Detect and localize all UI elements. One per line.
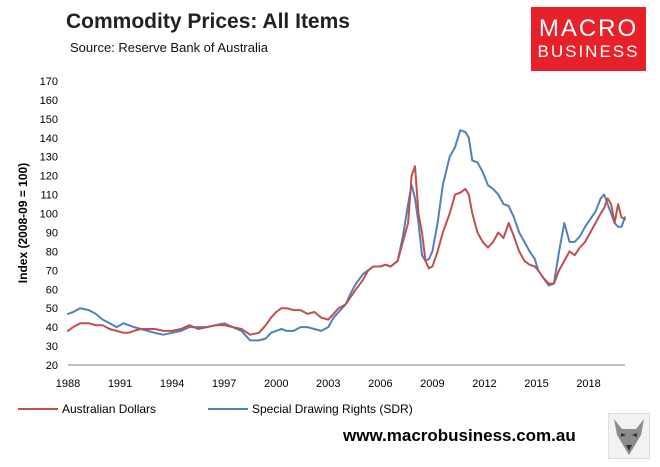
y-tick-label: 20 xyxy=(46,360,58,372)
y-tick-label: 120 xyxy=(40,171,58,183)
y-tick-label: 80 xyxy=(46,246,58,258)
y-tick-label: 130 xyxy=(40,152,58,164)
y-tick-label: 50 xyxy=(46,303,58,315)
x-tick-label: 2003 xyxy=(316,378,340,390)
y-tick-label: 170 xyxy=(40,76,58,88)
macrobusiness-logo: MACRO BUSINESS xyxy=(531,7,646,71)
wolf-logo-icon xyxy=(608,413,650,459)
x-tick-label: 2018 xyxy=(576,378,600,390)
series-line-1 xyxy=(67,129,626,342)
y-tick-label: 160 xyxy=(40,95,58,107)
chart-title: Commodity Prices: All Items xyxy=(66,10,350,33)
x-tick-label: 1988 xyxy=(56,378,80,390)
legend-label: Australian Dollars xyxy=(62,402,156,416)
x-tick-label: 2015 xyxy=(524,378,548,390)
y-tick-label: 100 xyxy=(40,209,58,221)
y-tick-label: 140 xyxy=(40,133,58,145)
x-tick-label: 1994 xyxy=(160,378,184,390)
y-tick-label: 110 xyxy=(40,190,58,202)
x-tick-label: 1997 xyxy=(212,378,236,390)
y-tick-label: 70 xyxy=(46,265,58,277)
y-tick-label: 60 xyxy=(46,284,58,296)
series-line-0 xyxy=(67,165,626,336)
website-url: www.macrobusiness.com.au xyxy=(343,426,576,445)
chart-legend: Australian Dollars Special Drawing Rights… xyxy=(18,402,413,416)
y-tick-label: 150 xyxy=(40,114,58,126)
x-tick-label: 2006 xyxy=(368,378,392,390)
chart-series xyxy=(67,129,626,342)
legend-label: Special Drawing Rights (SDR) xyxy=(252,402,413,416)
y-tick-label: 30 xyxy=(46,341,58,353)
logo-line-2: BUSINESS xyxy=(537,42,640,61)
chart-source: Source: Reserve Bank of Australia xyxy=(70,40,268,55)
x-tick-label: 2000 xyxy=(264,378,288,390)
x-tick-label: 1991 xyxy=(108,378,132,390)
y-tick-label: 40 xyxy=(46,322,58,334)
logo-line-1: MACRO xyxy=(538,15,639,42)
chart-axes: 20 30 40 50 60 70 80 90 100 110 120 130 140 150 160 170… xyxy=(16,76,625,390)
y-tick-label: 90 xyxy=(46,227,58,239)
x-tick-label: 2009 xyxy=(420,378,444,390)
y-axis-label: Index (2008-09 = 100) xyxy=(16,163,30,283)
x-tick-label: 2012 xyxy=(472,378,496,390)
